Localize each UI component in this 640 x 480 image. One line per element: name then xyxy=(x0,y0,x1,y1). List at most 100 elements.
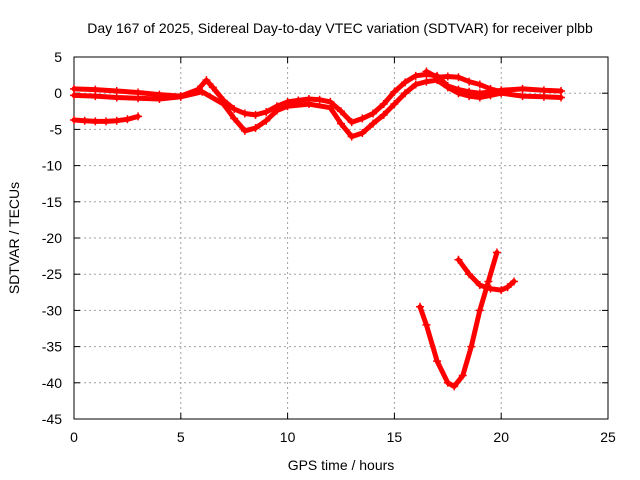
data-point xyxy=(458,371,467,380)
data-point xyxy=(230,114,239,123)
data-point xyxy=(251,123,260,132)
data-point xyxy=(465,77,474,86)
data-point xyxy=(411,71,420,80)
data-point xyxy=(467,342,476,351)
y-tick-label: -25 xyxy=(42,266,62,282)
data-point xyxy=(283,102,292,111)
x-tick-label: 20 xyxy=(493,429,509,445)
data-point xyxy=(262,116,271,125)
data-point xyxy=(358,114,367,123)
y-tick-label: -30 xyxy=(42,302,62,318)
x-tick-label: 0 xyxy=(70,429,78,445)
data-point xyxy=(486,84,495,93)
data-point xyxy=(123,115,132,124)
data-point xyxy=(304,100,313,109)
data-point xyxy=(379,110,388,119)
data-point xyxy=(450,382,459,391)
x-tick-label: 10 xyxy=(280,429,296,445)
y-tick-label: -5 xyxy=(50,121,63,137)
data-point xyxy=(202,76,211,85)
data-point xyxy=(475,281,484,290)
trace-rising-arc xyxy=(454,255,519,295)
data-point xyxy=(347,118,356,127)
y-tick-label: -20 xyxy=(42,230,62,246)
data-point xyxy=(369,119,378,128)
data-point xyxy=(379,100,388,109)
y-tick-label: -40 xyxy=(42,375,62,391)
data-point xyxy=(465,92,474,101)
data-point xyxy=(390,100,399,109)
data-point xyxy=(433,357,442,366)
data-point xyxy=(484,277,493,286)
data-point xyxy=(230,105,239,114)
x-tick-label: 25 xyxy=(600,429,616,445)
data-point xyxy=(326,103,335,112)
data-point xyxy=(422,67,431,76)
data-point xyxy=(492,248,501,257)
series-line xyxy=(417,250,500,389)
data-point xyxy=(240,126,249,135)
chart-title: Day 167 of 2025, Sidereal Day-to-day VTE… xyxy=(87,20,593,36)
data-point xyxy=(91,92,100,101)
data-point xyxy=(134,112,143,121)
data-point xyxy=(208,83,217,92)
data-point xyxy=(337,119,345,128)
data-point xyxy=(422,320,431,329)
data-point xyxy=(262,108,271,117)
data-point xyxy=(510,277,519,286)
trace-extra-late xyxy=(422,67,506,96)
data-point xyxy=(112,116,121,125)
data-point xyxy=(443,378,452,387)
data-point xyxy=(486,284,495,293)
data-point xyxy=(337,107,345,116)
x-tick-label: 15 xyxy=(387,429,403,445)
data-point xyxy=(315,95,324,104)
data-point xyxy=(198,87,207,96)
trace-deep-dip xyxy=(416,248,501,391)
data-point xyxy=(240,109,249,118)
data-point xyxy=(433,73,442,82)
data-point xyxy=(91,117,100,126)
data-point xyxy=(112,93,121,102)
data-point xyxy=(390,87,399,96)
data-point xyxy=(134,94,143,103)
data-point xyxy=(454,89,463,98)
data-point xyxy=(401,78,410,87)
data-point xyxy=(465,270,474,279)
data-point xyxy=(369,109,378,118)
data-point xyxy=(422,77,431,86)
data-point xyxy=(475,306,484,315)
data-point xyxy=(70,115,78,124)
data-layer xyxy=(70,67,566,391)
data-point xyxy=(454,73,463,82)
data-point xyxy=(454,255,463,264)
data-point xyxy=(219,100,228,109)
y-tick-label: -35 xyxy=(42,339,62,355)
data-point xyxy=(411,80,420,89)
trace-early-negative xyxy=(70,112,143,126)
data-point xyxy=(475,93,484,102)
y-tick-label: 5 xyxy=(54,49,62,65)
data-point xyxy=(155,94,164,103)
data-point xyxy=(518,92,527,101)
data-point xyxy=(358,129,367,138)
data-point xyxy=(80,116,89,125)
data-point xyxy=(347,132,356,141)
data-point xyxy=(272,106,281,115)
data-point xyxy=(443,83,452,92)
data-point xyxy=(503,283,512,292)
trace-main-lower xyxy=(70,76,566,141)
data-point xyxy=(518,84,527,93)
y-tick-label: 0 xyxy=(54,85,62,101)
data-point xyxy=(176,92,185,101)
y-axis-label: SDTVAR / TECUs xyxy=(6,182,22,294)
y-tick-label: -15 xyxy=(42,194,62,210)
data-point xyxy=(70,91,78,100)
data-point xyxy=(497,87,506,96)
data-point xyxy=(443,72,452,81)
axis-ticks: 0 5 10 15 20 25 5 0 -5 -10 -15 -20 -25 -30 -35 -40 -45 xyxy=(42,49,616,445)
y-tick-label: -10 xyxy=(42,158,62,174)
x-tick-label: 5 xyxy=(177,429,185,445)
data-point xyxy=(102,117,111,126)
y-tick-label: -45 xyxy=(42,411,62,427)
